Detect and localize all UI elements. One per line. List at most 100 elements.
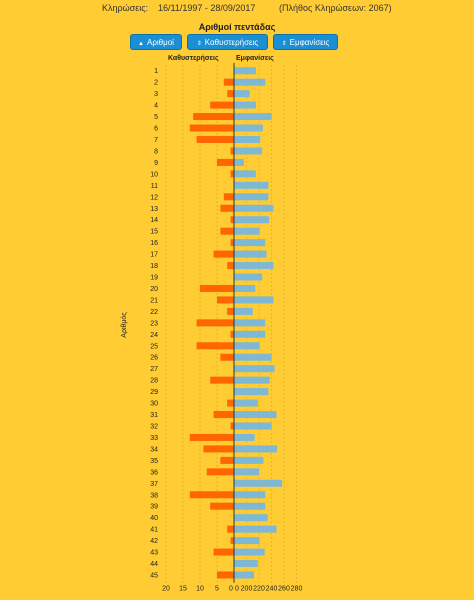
appearance-bar (234, 78, 266, 86)
appearance-bar (234, 181, 269, 189)
category-tick-label: 13 (150, 206, 158, 213)
triangle-up-icon: ▲ (138, 41, 144, 47)
category-tick-label: 21 (150, 297, 158, 304)
category-tick-label: 37 (150, 481, 158, 488)
delay-bar (210, 502, 234, 510)
delay-bar (200, 284, 234, 292)
draws-count: (Πλήθος Κληρώσεων: 2067) (279, 3, 392, 13)
delay-bar (230, 537, 234, 545)
category-tick-label: 19 (150, 275, 158, 282)
category-tick-label: 35 (150, 458, 158, 465)
sort-by-appearances-button[interactable]: ⇕ Εμφανίσεις (273, 34, 338, 50)
appearance-bar (234, 90, 250, 98)
category-tick-label: 12 (150, 194, 158, 201)
appearance-bar (234, 560, 258, 568)
delay-bar (213, 548, 234, 556)
appearance-bar (234, 158, 244, 166)
category-tick-label: 23 (150, 320, 158, 327)
category-tick-label: 1 (154, 68, 158, 75)
category-tick-label: 11 (151, 183, 158, 190)
appearance-bar (234, 399, 258, 407)
appearance-tick-label: 280 (291, 586, 303, 593)
delay-bar (193, 113, 234, 121)
delay-bar (196, 319, 234, 327)
category-tick-label: 20 (150, 286, 158, 293)
delay-bar (196, 135, 234, 143)
category-tick-label: 16 (150, 240, 158, 247)
delay-tick-label: 10 (196, 586, 204, 593)
appearance-bar (234, 353, 272, 361)
category-tick-label: 40 (150, 515, 158, 522)
delay-bar (223, 78, 234, 86)
delay-bar (217, 158, 234, 166)
sort-by-appearances-label: Εμφανίσεις (289, 38, 330, 47)
category-tick-label: 34 (150, 446, 158, 453)
category-tick-label: 4 (154, 103, 158, 110)
delay-bar (217, 571, 234, 579)
delay-bar (220, 227, 234, 235)
delay-bar (227, 307, 234, 315)
delay-bar (227, 90, 234, 98)
category-tick-label: 43 (150, 550, 158, 557)
sort-icon: ⇕ (281, 41, 287, 47)
category-tick-label: 29 (150, 389, 158, 396)
category-tick-label: 6 (154, 126, 158, 133)
appearance-bar (234, 433, 255, 441)
draws-date-range: 16/11/1997 - 28/09/2017 (158, 3, 256, 13)
delays-column-header: Καθυστερήσεις (168, 55, 219, 62)
category-tick-label: 27 (150, 366, 158, 373)
category-tick-label: 36 (150, 469, 158, 476)
appearance-bar (234, 135, 261, 143)
appearance-bar (234, 365, 275, 373)
appearance-bar (234, 113, 272, 121)
appearance-bar (234, 571, 254, 579)
appearance-bar (234, 319, 266, 327)
appearance-bar (234, 548, 265, 556)
category-tick-label: 22 (150, 309, 158, 316)
sort-by-delays-button[interactable]: ⇕ Καθυστερήσεις (187, 34, 268, 50)
appearance-bar (234, 284, 256, 292)
appearance-tick-label: 200 (241, 586, 253, 593)
category-tick-label: 17 (150, 252, 158, 259)
category-tick-label: 14 (150, 217, 158, 224)
appearance-bar (234, 537, 260, 545)
category-tick-label: 41 (150, 527, 158, 534)
delay-bar (230, 170, 234, 178)
appearance-bar (234, 239, 266, 247)
appearance-bar (234, 307, 253, 315)
appearance-bar (234, 273, 263, 281)
appearance-bar (234, 479, 283, 487)
appearance-tick-label: 220 (253, 586, 265, 593)
appearance-tick-label: 240 (266, 586, 278, 593)
delay-tick-label: 20 (162, 586, 170, 593)
category-tick-label: 26 (150, 355, 158, 362)
y-axis-title: Αριθμός (120, 312, 128, 338)
category-tick-label: 31 (150, 412, 158, 419)
delay-bar (220, 456, 234, 464)
appearance-bar (234, 491, 266, 499)
category-tick-label: 39 (150, 504, 158, 511)
sort-by-number-button[interactable]: ▲ Αριθμοί (130, 34, 182, 50)
delay-tick-label: 0 (229, 586, 233, 593)
appearance-bar (234, 193, 269, 201)
sort-by-number-label: Αριθμοί (147, 38, 174, 47)
category-tick-label: 24 (150, 332, 158, 339)
appearance-bar (234, 330, 266, 338)
delay-bar (206, 468, 234, 476)
delay-bar (203, 445, 234, 453)
delay-bar (210, 376, 234, 384)
appearance-bar (234, 101, 256, 109)
delay-bar (217, 296, 234, 304)
category-tick-label: 45 (150, 572, 158, 579)
draws-label: Κληρώσεις: (102, 3, 149, 13)
appearances-column-header: Εμφανίσεις (236, 55, 274, 62)
appearance-bar (234, 525, 277, 533)
appearance-bar (234, 170, 256, 178)
category-tick-label: 8 (154, 148, 158, 155)
category-tick-label: 32 (150, 423, 158, 430)
appearance-bar (234, 216, 269, 224)
delay-bar (227, 262, 234, 270)
appearance-bar (234, 342, 260, 350)
delay-bar (227, 525, 234, 533)
